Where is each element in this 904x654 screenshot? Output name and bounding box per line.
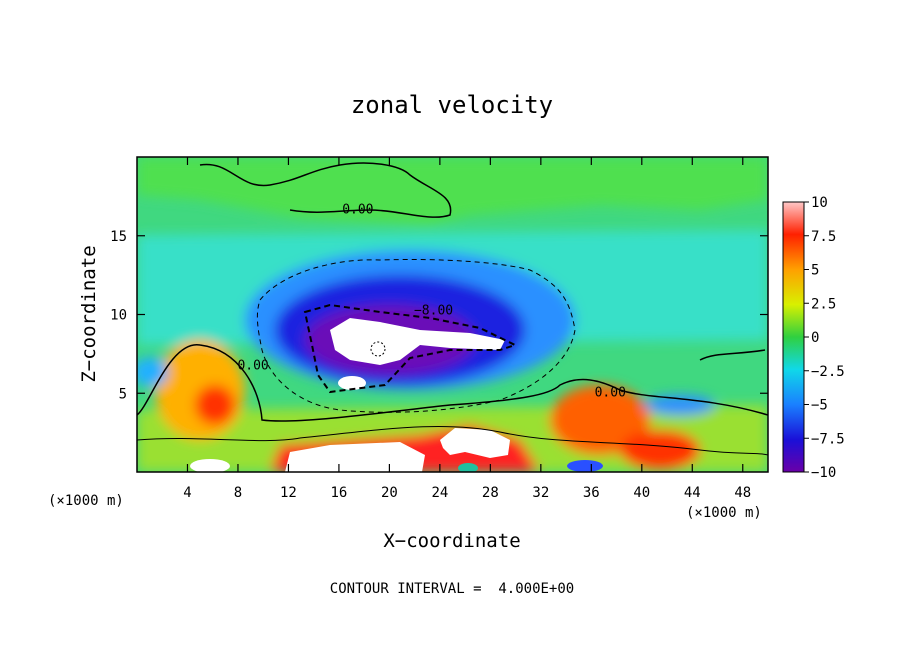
velocity-field (137, 157, 768, 472)
contour-label: 0.00 (595, 385, 626, 400)
colorbar-tick-label: 7.5 (811, 229, 836, 245)
chart-title: zonal velocity (351, 91, 553, 119)
colorbar-tick-label: −10 (811, 465, 836, 481)
colorbar-tick-label: −2.5 (811, 364, 845, 380)
x-axis-title: X−coordinate (383, 530, 520, 552)
x-tick-label: 44 (684, 485, 701, 501)
x-tick-label: 28 (482, 485, 499, 501)
saturated-regions (190, 318, 603, 472)
x-tick-label: 8 (234, 485, 242, 501)
x-tick-label: 12 (280, 485, 297, 501)
x-axis-unit-note-right: (×1000 m) (686, 505, 762, 521)
x-tick-label: 32 (532, 485, 549, 501)
contour-label: 0.00 (237, 359, 268, 374)
colorbar-tick-label: −5 (811, 398, 828, 414)
contour-label: 0.00 (342, 203, 373, 218)
x-tick-label: 24 (431, 485, 448, 501)
y-axis-ticks: 5 10 15 (110, 229, 768, 402)
y-tick-label: 5 (119, 386, 127, 402)
colorbar-ticks: 10 7.5 5 2.5 0 −2.5 −5 −7.5 −10 (804, 195, 845, 481)
contours (137, 162, 768, 456)
colorbar-tick-label: 0 (811, 330, 819, 346)
contour-labels: 0.00 0.00 0.00 −8.00 (237, 203, 625, 401)
colorbar-tick-label: 2.5 (811, 296, 836, 312)
x-tick-label: 36 (583, 485, 600, 501)
x-axis-unit-note: (×1000 m) (48, 493, 124, 509)
colorbar-tick-label: 10 (811, 195, 828, 211)
x-tick-label: 4 (183, 485, 191, 501)
x-tick-label: 40 (633, 485, 650, 501)
x-tick-label: 48 (734, 485, 751, 501)
contour-interval-note: CONTOUR INTERVAL = 4.000E+00 (330, 581, 574, 597)
y-tick-label: 10 (110, 308, 127, 324)
colorbar-tick-label: −7.5 (811, 431, 845, 447)
colorbar (782, 201, 805, 473)
x-axis-ticks: 4 8 12 16 20 24 28 32 36 40 44 48 (183, 157, 751, 501)
x-tick-label: 20 (381, 485, 398, 501)
y-axis-title: Z−coordinate (78, 245, 100, 382)
x-tick-label: 16 (330, 485, 347, 501)
y-tick-label: 15 (110, 229, 127, 245)
contour-label: −8.00 (414, 304, 453, 319)
colorbar-tick-label: 5 (811, 263, 819, 279)
